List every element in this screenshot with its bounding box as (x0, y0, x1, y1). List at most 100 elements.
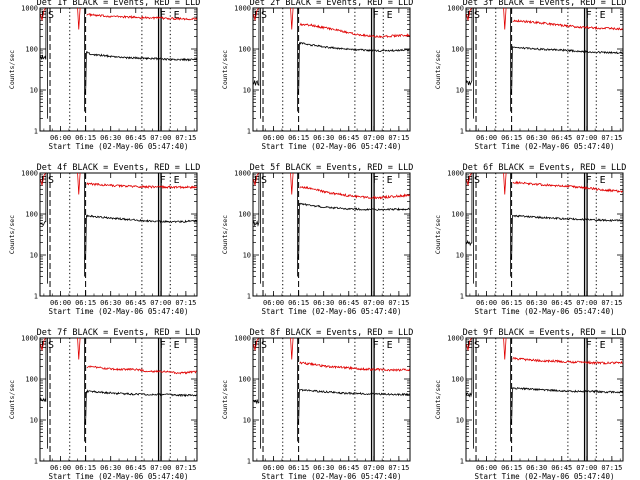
plot-title: Det 3f BLACK = Events, RED = LLD (463, 0, 627, 8)
x-tick-label: 07:15 (388, 134, 409, 142)
x-axis-label: Start Time (02-May-06 05:47:40) (262, 472, 402, 480)
x-tick-label: 07:00 (576, 299, 597, 307)
x-tick-label: 07:15 (388, 464, 409, 472)
x-tick-label: 06:15 (288, 299, 309, 307)
marker-s-label: S (48, 340, 54, 351)
plot-panel-9: Det 9f BLACK = Events, RED = LLD 1 10 100 10… (434, 328, 626, 480)
marker-s-label: S (474, 340, 480, 351)
y-tick-label: 1000 (21, 335, 38, 343)
x-tick-label: 06:00 (50, 464, 71, 472)
x-tick-label: 06:45 (551, 134, 572, 142)
lld-series-line (466, 337, 623, 365)
x-tick-label: 06:15 (75, 299, 96, 307)
y-tick-label: 10 (243, 417, 251, 425)
y-axis-label: Counts/sec (221, 215, 229, 254)
y-axis-label: Counts/sec (8, 380, 16, 419)
y-tick-label: 1000 (21, 170, 38, 178)
x-axis-label: Start Time (02-May-06 05:47:40) (475, 142, 615, 151)
y-tick-label: 1 (34, 458, 38, 466)
x-axis-label: Start Time (02-May-06 05:47:40) (475, 472, 615, 480)
plot-frame (39, 337, 198, 462)
y-tick-label: 1 (460, 458, 464, 466)
marker-e-label: E (387, 175, 393, 186)
x-tick-label: 06:45 (125, 464, 146, 472)
events-series-line (253, 7, 410, 95)
y-tick-label: 1000 (447, 5, 464, 13)
plot-frame (252, 172, 411, 297)
y-tick-label: 100 (451, 376, 464, 384)
marker-e-label: E (467, 340, 473, 351)
y-tick-label: 100 (451, 211, 464, 219)
marker-s-label: S (261, 175, 267, 186)
plot-frame (465, 172, 624, 297)
y-tick-label: 1 (34, 293, 38, 301)
marker-e-label: E (41, 340, 47, 351)
x-tick-label: 06:00 (263, 464, 284, 472)
marker-s-label: S (48, 10, 54, 21)
events-series-line (253, 172, 410, 260)
x-tick-label: 07:00 (150, 134, 171, 142)
x-tick-label: 06:30 (313, 299, 334, 307)
y-axis-label: Counts/sec (221, 380, 229, 419)
marker-s-label: S (474, 175, 480, 186)
y-axis-label: Counts/sec (8, 50, 16, 89)
marker-e-label: E (467, 175, 473, 186)
x-tick-label: 07:15 (175, 134, 196, 142)
y-tick-label: 1000 (447, 170, 464, 178)
events-series-line (466, 337, 624, 425)
x-tick-label: 07:00 (576, 134, 597, 142)
y-tick-label: 10 (30, 87, 38, 95)
x-tick-label: 06:30 (526, 299, 547, 307)
y-axis-label: Counts/sec (434, 380, 442, 419)
plot-panel-4: Det 4f BLACK = Events, RED = LLD 1 10 100 10… (8, 163, 200, 316)
x-tick-label: 06:15 (75, 134, 96, 142)
x-tick-label: 06:45 (338, 134, 359, 142)
plot-title: Det 2f BLACK = Events, RED = LLD (250, 0, 414, 8)
x-tick-label: 07:15 (601, 464, 622, 472)
x-tick-label: 06:15 (288, 464, 309, 472)
x-tick-label: 06:00 (263, 134, 284, 142)
y-axis-label: Counts/sec (8, 215, 16, 254)
y-tick-label: 100 (25, 376, 38, 384)
marker-e-label: E (600, 340, 606, 351)
plot-panel-8: Det 8f BLACK = Events, RED = LLD 1 10 100 10… (221, 328, 413, 480)
plot-frame (39, 172, 198, 297)
x-tick-label: 06:45 (125, 134, 146, 142)
marker-e-label: E (600, 175, 606, 186)
marker-e-label: E (254, 175, 260, 186)
plot-frame (252, 7, 411, 132)
y-tick-label: 10 (30, 417, 38, 425)
marker-e-label: E (387, 10, 393, 21)
plot-title: Det 4f BLACK = Events, RED = LLD (37, 163, 201, 173)
y-tick-label: 10 (456, 417, 464, 425)
events-series-line (40, 337, 197, 425)
x-tick-label: 06:15 (501, 134, 522, 142)
marker-e-label: E (387, 340, 393, 351)
lld-series-line (40, 7, 198, 30)
y-tick-label: 100 (238, 376, 251, 384)
plot-frame (465, 337, 624, 462)
x-tick-label: 06:30 (313, 464, 334, 472)
marker-s-label: S (261, 10, 267, 21)
lld-series-line (466, 172, 623, 195)
plot-panel-2: Det 2f BLACK = Events, RED = LLD 1 10 100 10… (221, 0, 413, 151)
x-tick-label: 07:00 (363, 299, 384, 307)
events-series-line (466, 7, 623, 95)
x-tick-label: 07:15 (175, 464, 196, 472)
x-tick-label: 06:30 (526, 134, 547, 142)
x-tick-label: 06:45 (125, 299, 146, 307)
lld-series-line (40, 337, 197, 375)
x-tick-label: 07:00 (363, 464, 384, 472)
y-tick-label: 1000 (447, 335, 464, 343)
marker-e-label: E (174, 340, 180, 351)
x-tick-label: 06:30 (100, 299, 121, 307)
y-tick-label: 10 (243, 252, 251, 260)
plot-frame (252, 337, 411, 462)
x-tick-label: 07:00 (576, 464, 597, 472)
y-tick-label: 10 (243, 87, 251, 95)
lld-series-line (466, 7, 623, 31)
x-tick-label: 06:45 (551, 464, 572, 472)
marker-e-label: E (254, 340, 260, 351)
events-series-line (40, 172, 198, 260)
